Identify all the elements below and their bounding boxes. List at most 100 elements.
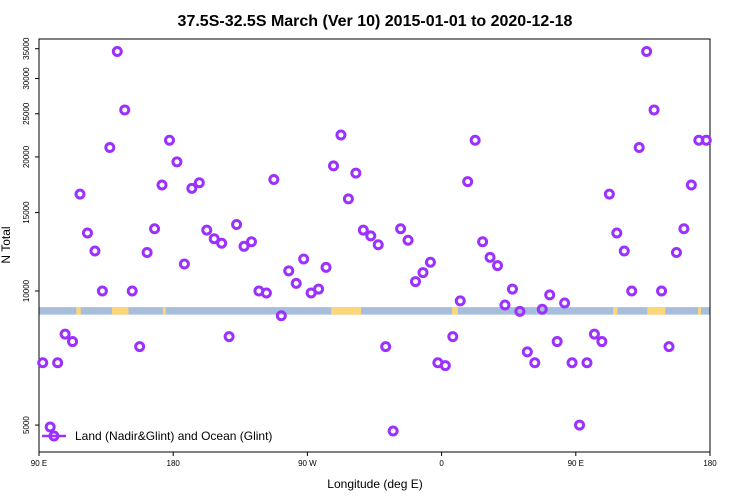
data-point (678, 223, 690, 235)
data-point (342, 193, 354, 205)
data-point (551, 336, 563, 348)
data-point (402, 234, 414, 246)
data-point (298, 253, 310, 265)
data-point (611, 227, 623, 239)
y-axis-ticks: 5000 10000 15000 20000 25000 30000 35000 (22, 37, 39, 434)
data-point (149, 223, 161, 235)
data-point (193, 177, 205, 189)
data-point (529, 357, 541, 369)
data-point (641, 45, 653, 57)
data-point (603, 188, 615, 200)
data-point (410, 276, 422, 288)
x-tick-label: 180 (703, 459, 717, 468)
data-point (685, 179, 697, 191)
data-point (320, 261, 332, 273)
data-point (238, 240, 250, 252)
data-point (574, 419, 586, 431)
land-segment (647, 307, 666, 315)
land-segment (76, 307, 81, 315)
legend-label: Land (Nadir&Glint) and Ocean (Glint) (75, 429, 272, 443)
land-segment (698, 307, 702, 315)
legend: Land (Nadir&Glint) and Ocean (Glint) (42, 429, 272, 443)
data-point (178, 258, 190, 270)
data-point (648, 104, 660, 116)
x-tick-label: 90 E (31, 459, 47, 468)
data-point (141, 247, 153, 259)
data-point (670, 247, 682, 259)
data-point (335, 129, 347, 141)
x-tick-label: 90 W (298, 459, 317, 468)
legend-marker (48, 430, 60, 442)
y-tick-label: 5000 (22, 416, 31, 434)
data-point (327, 160, 339, 172)
x-tick-label: 0 (439, 459, 444, 468)
data-point (245, 236, 257, 248)
y-tick-label: 35000 (22, 37, 31, 60)
data-point (566, 357, 578, 369)
data-point (268, 173, 280, 185)
data-point (111, 45, 123, 57)
y-tick-label: 20000 (22, 145, 31, 168)
data-point (521, 346, 533, 358)
data-point (96, 285, 108, 297)
data-point (208, 233, 220, 245)
data-point (544, 289, 556, 301)
x-axis-label: Longitude (deg E) (327, 477, 422, 491)
land-segment (162, 307, 166, 315)
data-point (626, 285, 638, 297)
data-point (156, 179, 168, 191)
data-point (283, 265, 295, 277)
data-point (171, 156, 183, 168)
data-point (492, 260, 504, 272)
y-tick-label: 10000 (22, 279, 31, 302)
data-point (700, 134, 712, 146)
data-point (559, 297, 571, 309)
data-point (663, 341, 675, 353)
data-point (499, 299, 511, 311)
data-point (380, 341, 392, 353)
data-point (588, 328, 600, 340)
data-point (223, 331, 235, 343)
data-point (52, 357, 64, 369)
y-tick-label: 25000 (22, 102, 31, 125)
data-point (387, 425, 399, 437)
data-point (134, 341, 146, 353)
land-ocean-band (39, 307, 710, 315)
data-point (275, 310, 287, 322)
data-point (313, 283, 325, 295)
y-tick-label: 15000 (22, 201, 31, 224)
data-point (618, 245, 630, 257)
data-point (395, 223, 407, 235)
data-point (74, 188, 86, 200)
data-point (439, 360, 451, 372)
data-point (477, 236, 489, 248)
data-point (44, 421, 56, 433)
data-point (596, 336, 608, 348)
data-point (89, 245, 101, 257)
data-point (536, 303, 548, 315)
data-point (81, 227, 93, 239)
data-point (365, 230, 377, 242)
x-axis-ticks: 90 E 180 90 W 0 90 E 180 (31, 452, 717, 468)
data-point (290, 277, 302, 289)
chart-title: 37.5S-32.5S March (Ver 10) 2015-01-01 to… (178, 13, 573, 30)
data-point (59, 328, 71, 340)
land-segment (331, 307, 362, 315)
data-point (37, 357, 49, 369)
data-point (350, 167, 362, 179)
data-point (119, 104, 131, 116)
y-axis-label: N Total (0, 226, 13, 263)
x-tick-label: 90 E (568, 459, 584, 468)
data-point (633, 142, 645, 154)
data-point (372, 239, 384, 251)
x-tick-label: 180 (167, 459, 181, 468)
data-points (37, 45, 712, 437)
data-point (484, 251, 496, 263)
land-segment (112, 307, 129, 315)
data-point (163, 134, 175, 146)
data-point (126, 285, 138, 297)
data-point (67, 336, 79, 348)
data-point (417, 267, 429, 279)
data-point (216, 237, 228, 249)
